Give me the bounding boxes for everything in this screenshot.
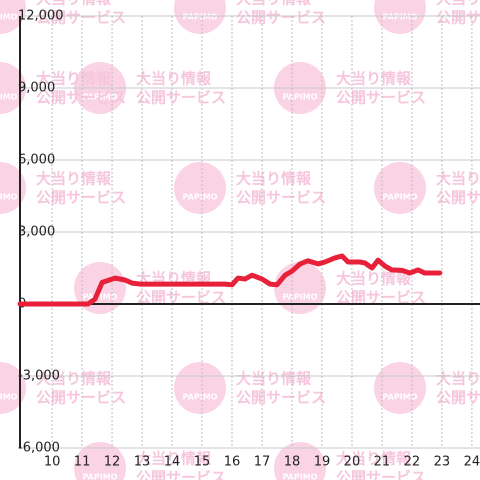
watermark-line1: 大当り情報 — [236, 0, 312, 8]
watermark-circle — [0, 0, 26, 34]
watermark-brand: PAPIMO — [183, 393, 218, 402]
watermark-circle — [374, 162, 426, 214]
x-tick-label: 17 — [254, 455, 271, 470]
watermark-circle — [74, 442, 126, 480]
watermark-line1: 大当り情報 — [136, 70, 212, 88]
watermark-brand: PAPIMO — [283, 93, 318, 102]
watermark-line1: 大当り情報 — [236, 170, 312, 188]
watermark-line2: 公開サービス — [236, 189, 326, 207]
watermark-line1: 大当り情報 — [36, 70, 112, 88]
watermark-line2: 公開サービス — [336, 469, 426, 480]
watermark-circle — [174, 162, 226, 214]
y-tick-label: -3,000 — [18, 369, 60, 384]
grid — [20, 15, 480, 449]
x-tick-label: 13 — [134, 455, 151, 470]
watermark-line2: 公開サービス — [136, 89, 226, 107]
y-tick-label: -6,000 — [18, 441, 60, 456]
x-tick-label: 20 — [344, 455, 361, 470]
watermark-circle — [174, 362, 226, 414]
x-tick-label: 10 — [44, 455, 61, 470]
watermark-line2: 公開サービス — [236, 9, 326, 27]
watermark-line2: 公開サービス — [436, 389, 480, 407]
y-tick-label: 6,000 — [18, 153, 55, 168]
watermark-brand: PAPIMO — [383, 393, 418, 402]
watermark-circle — [374, 362, 426, 414]
watermark-brand: PAPIMO — [283, 473, 318, 480]
watermark-brand: PAPIMO — [0, 393, 18, 402]
watermark-brand: PAPIMO — [83, 293, 118, 302]
watermark-brand: PAPIMO — [0, 13, 18, 22]
watermark-line1: 大当り情報 — [236, 370, 312, 388]
watermark-brand: PAPIMO — [183, 193, 218, 202]
y-tick-label: 12,000 — [18, 9, 64, 24]
x-tick-label: 19 — [314, 455, 331, 470]
x-tick-label: 14 — [164, 455, 181, 470]
watermark-line1: 大当り情報 — [436, 370, 480, 388]
watermark-brand: PAPIMO — [383, 13, 418, 22]
watermark-line2: 公開サービス — [136, 469, 226, 480]
x-tick-label: 12 — [104, 455, 121, 470]
x-tick-label: 21 — [374, 455, 391, 470]
watermark-line2: 公開サービス — [36, 389, 126, 407]
data-line — [17, 253, 443, 307]
watermark-circle — [274, 442, 326, 480]
watermark-brand: PAPIMO — [283, 293, 318, 302]
watermark-circle — [274, 262, 326, 314]
x-tick-label: 24 — [464, 455, 480, 470]
watermark-line2: 公開サービス — [36, 89, 126, 107]
watermark-line1: 大当り情報 — [136, 450, 212, 468]
watermark-line1: 大当り情報 — [436, 0, 480, 8]
y-tick-label: 3,000 — [18, 225, 55, 240]
x-tick-label: 22 — [404, 455, 421, 470]
watermark-line1: 大当り情報 — [336, 450, 412, 468]
watermark-brand: PAPIMO — [0, 93, 18, 102]
watermark-line2: 公開サービス — [336, 289, 426, 307]
watermark-line2: 公開サービス — [36, 9, 126, 27]
x-tick-label: 11 — [74, 455, 91, 470]
watermark-brand: PAPIMO — [83, 93, 118, 102]
watermark-line2: 公開サービス — [136, 289, 226, 307]
watermark-line2: 公開サービス — [336, 89, 426, 107]
x-tick-label: 18 — [284, 455, 301, 470]
watermark-brand: PAPIMO — [83, 473, 118, 480]
watermark-line1: 大当り情報 — [436, 170, 480, 188]
watermark-line1: 大当り情報 — [36, 170, 112, 188]
watermark-circle — [174, 0, 226, 34]
watermark-line2: 公開サービス — [36, 189, 126, 207]
watermark-line2: 公開サービス — [236, 389, 326, 407]
x-tick-label: 16 — [224, 455, 241, 470]
watermark-brand: PAPIMO — [183, 13, 218, 22]
watermark-brand: PAPIMO — [0, 193, 18, 202]
watermark-line1: 大当り情報 — [36, 0, 112, 8]
watermark-line2: 公開サービス — [436, 9, 480, 27]
watermark-circle — [0, 162, 26, 214]
x-tick-label: 15 — [194, 455, 211, 470]
watermark-line1: 大当り情報 — [336, 270, 412, 288]
watermark-brand: PAPIMO — [383, 193, 418, 202]
watermark-line1: 大当り情報 — [36, 370, 112, 388]
watermark-circle — [374, 0, 426, 34]
y-tick-label: 9,000 — [18, 81, 55, 96]
watermark-line2: 公開サービス — [436, 189, 480, 207]
watermark-line1: 大当り情報 — [336, 70, 412, 88]
x-tick-label: 23 — [434, 455, 451, 470]
